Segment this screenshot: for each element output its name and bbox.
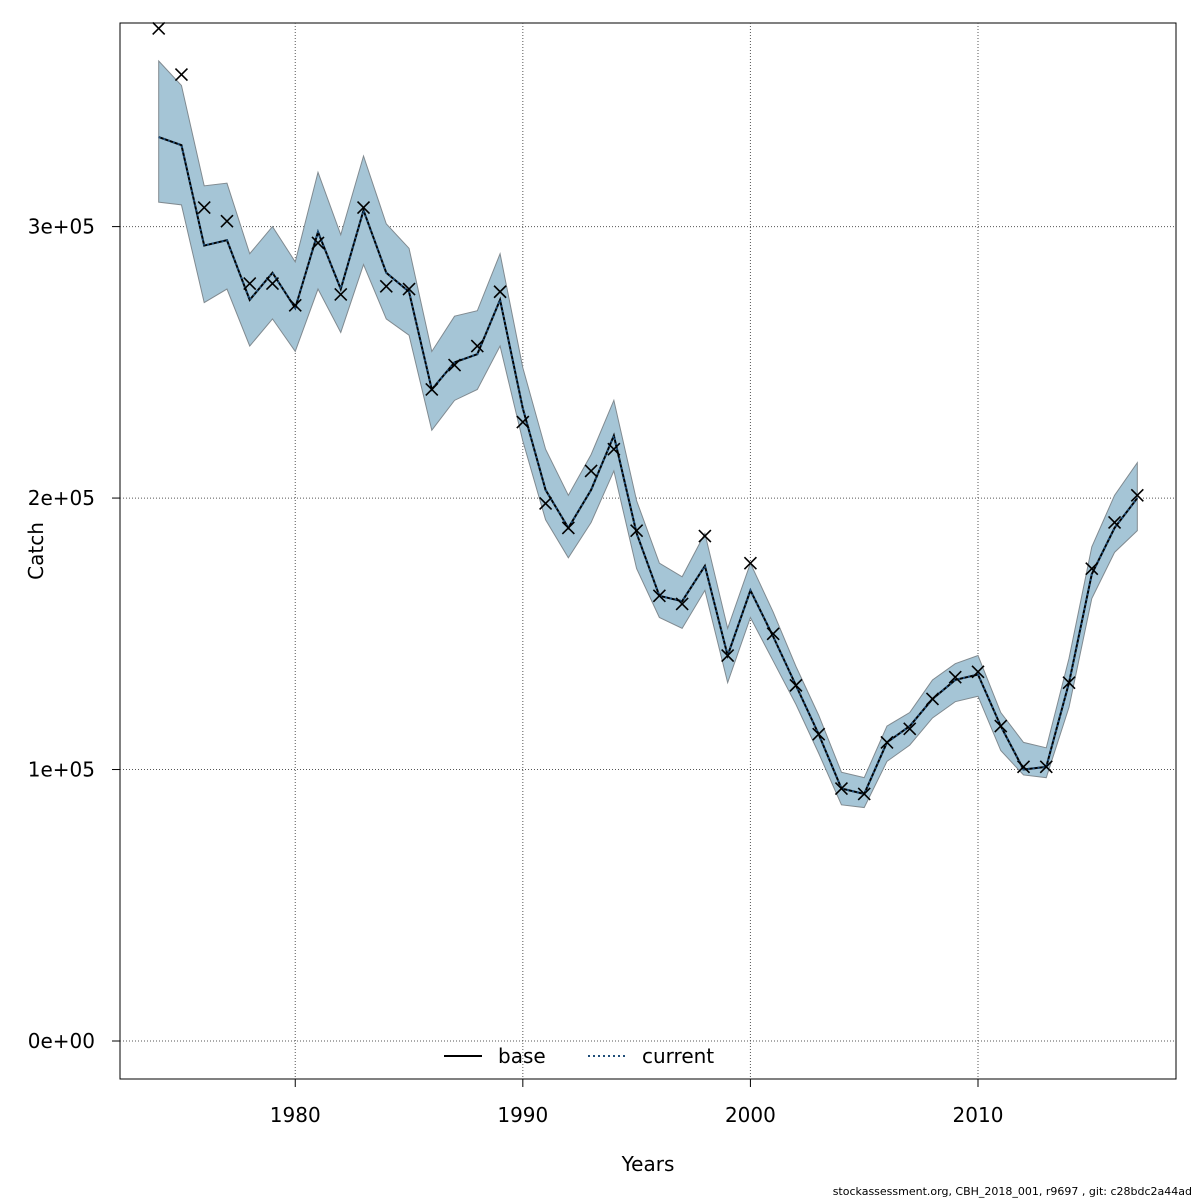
confidence-band xyxy=(158,59,1138,809)
observed-point-1989 xyxy=(493,285,507,299)
observed-point-1982 xyxy=(334,287,348,302)
x-tick-label-2010: 2010 xyxy=(953,1103,1004,1127)
observed-point-2002 xyxy=(789,678,803,692)
observed-point-2009 xyxy=(948,670,962,684)
legend: base current xyxy=(444,1044,714,1068)
observed-point-2012 xyxy=(1016,760,1031,774)
y-tick-label-2: 2e+05 xyxy=(28,486,95,510)
observed-point-1992 xyxy=(561,521,575,535)
x-axis: 1980 1990 2000 2010 xyxy=(270,1079,1004,1127)
observed-point-2006 xyxy=(880,735,894,749)
observed-point-2015 xyxy=(1085,562,1099,576)
observed-point-2016 xyxy=(1107,515,1122,530)
observed-point-2005 xyxy=(857,787,871,801)
observed-point-1980 xyxy=(288,298,302,312)
observed-point-1998 xyxy=(698,529,712,543)
observed-point-1995 xyxy=(630,524,644,538)
observed-point-1987 xyxy=(447,358,462,372)
observed-point-2000 xyxy=(743,556,757,570)
legend-label-base: base xyxy=(498,1044,546,1068)
observed-point-2004 xyxy=(834,781,849,796)
observed-point-1975 xyxy=(174,68,189,82)
y-tick-label-3: 3e+05 xyxy=(28,215,95,239)
observed-point-1986 xyxy=(425,382,439,397)
confidence-band-area xyxy=(158,59,1138,809)
observed-point-1996 xyxy=(652,589,666,603)
observed-point-2013 xyxy=(1039,760,1053,774)
observed-point-1999 xyxy=(721,648,735,663)
grid xyxy=(120,23,1176,1079)
x-tick-label-2000: 2000 xyxy=(725,1103,776,1127)
plot-frame xyxy=(119,22,1177,1080)
legend-label-current: current xyxy=(642,1044,714,1068)
observed-point-1976 xyxy=(197,201,211,215)
y-axis: 0e+00 1e+05 2e+05 3e+05 xyxy=(28,215,120,1053)
y-tick-label-0: 0e+00 xyxy=(28,1029,95,1053)
observed-point-1988 xyxy=(470,339,484,353)
y-axis-title: Catch xyxy=(24,522,48,580)
observed-point-2010 xyxy=(971,665,985,679)
x-axis-title: Years xyxy=(621,1152,675,1176)
observed-point-2003 xyxy=(812,727,826,741)
observed-point-1977 xyxy=(220,214,234,228)
observed-point-1997 xyxy=(675,597,689,611)
observed-markers xyxy=(152,21,1144,801)
footer-credit: stockassessment.org, CBH_2018_001, r9697… xyxy=(832,1185,1192,1198)
observed-point-1984 xyxy=(379,279,393,293)
observed-point-1978 xyxy=(243,277,257,291)
observed-point-1981 xyxy=(311,236,325,250)
observed-point-1990 xyxy=(516,415,530,429)
observed-point-1974 xyxy=(152,21,166,35)
observed-point-2001 xyxy=(766,627,780,641)
x-tick-label-1990: 1990 xyxy=(497,1103,548,1127)
observed-point-1991 xyxy=(539,496,553,511)
observed-point-2017 xyxy=(1130,488,1144,502)
y-tick-label-1: 1e+05 xyxy=(28,758,95,782)
observed-point-2011 xyxy=(994,719,1008,733)
observed-point-2007 xyxy=(903,722,917,736)
observed-point-1985 xyxy=(402,282,416,296)
observed-point-1979 xyxy=(265,277,280,291)
x-tick-label-1980: 1980 xyxy=(270,1103,321,1127)
observed-point-1994 xyxy=(607,442,621,456)
observed-point-2008 xyxy=(925,692,940,706)
observed-point-1993 xyxy=(584,464,598,478)
observed-point-2014 xyxy=(1062,676,1076,690)
observed-point-1983 xyxy=(356,201,371,215)
